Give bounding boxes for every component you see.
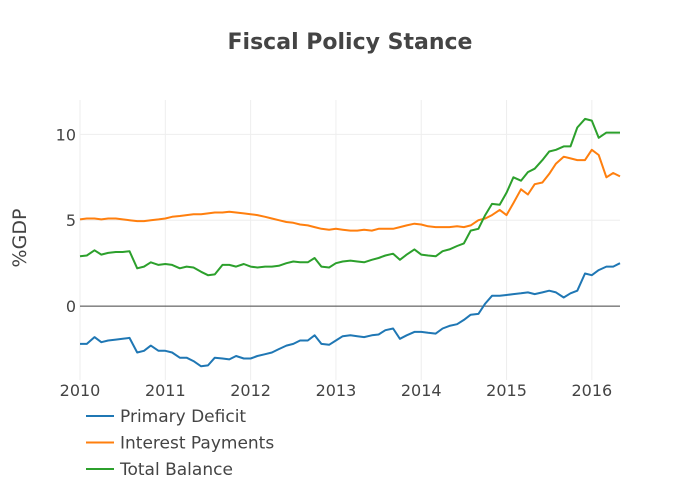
- y-axis-label: %GDP: [9, 209, 31, 268]
- legend-label[interactable]: Interest Payments: [120, 434, 274, 454]
- x-tick-label: 2012: [230, 381, 271, 400]
- x-tick-label: 2015: [486, 381, 527, 400]
- x-tick-label: 2010: [60, 381, 101, 400]
- series-line-3: [79, 117, 620, 277]
- series-lines: [79, 117, 621, 368]
- series-line-2: [79, 148, 621, 232]
- legend[interactable]: Primary Deficit Interest Payments Total Ba…: [86, 407, 274, 480]
- legend-label[interactable]: Primary Deficit: [120, 407, 246, 427]
- x-tick-label: 2016: [571, 381, 612, 400]
- x-tick-label: 2011: [145, 381, 186, 400]
- y-tick-label: 5: [66, 211, 76, 230]
- y-axis-ticks: 0 5 10: [56, 125, 76, 316]
- chart-title: Fiscal Policy Stance: [228, 30, 473, 55]
- grid: [79, 100, 620, 380]
- x-axis-ticks: 2010 2011 2012 2013 2014 2015 2016: [60, 381, 613, 400]
- x-tick-label: 2014: [401, 381, 442, 400]
- y-tick-label: 0: [66, 297, 76, 316]
- y-tick-label: 10: [56, 125, 76, 144]
- legend-label[interactable]: Total Balance: [119, 460, 233, 480]
- series-line-1: [80, 262, 621, 368]
- x-tick-label: 2013: [316, 381, 357, 400]
